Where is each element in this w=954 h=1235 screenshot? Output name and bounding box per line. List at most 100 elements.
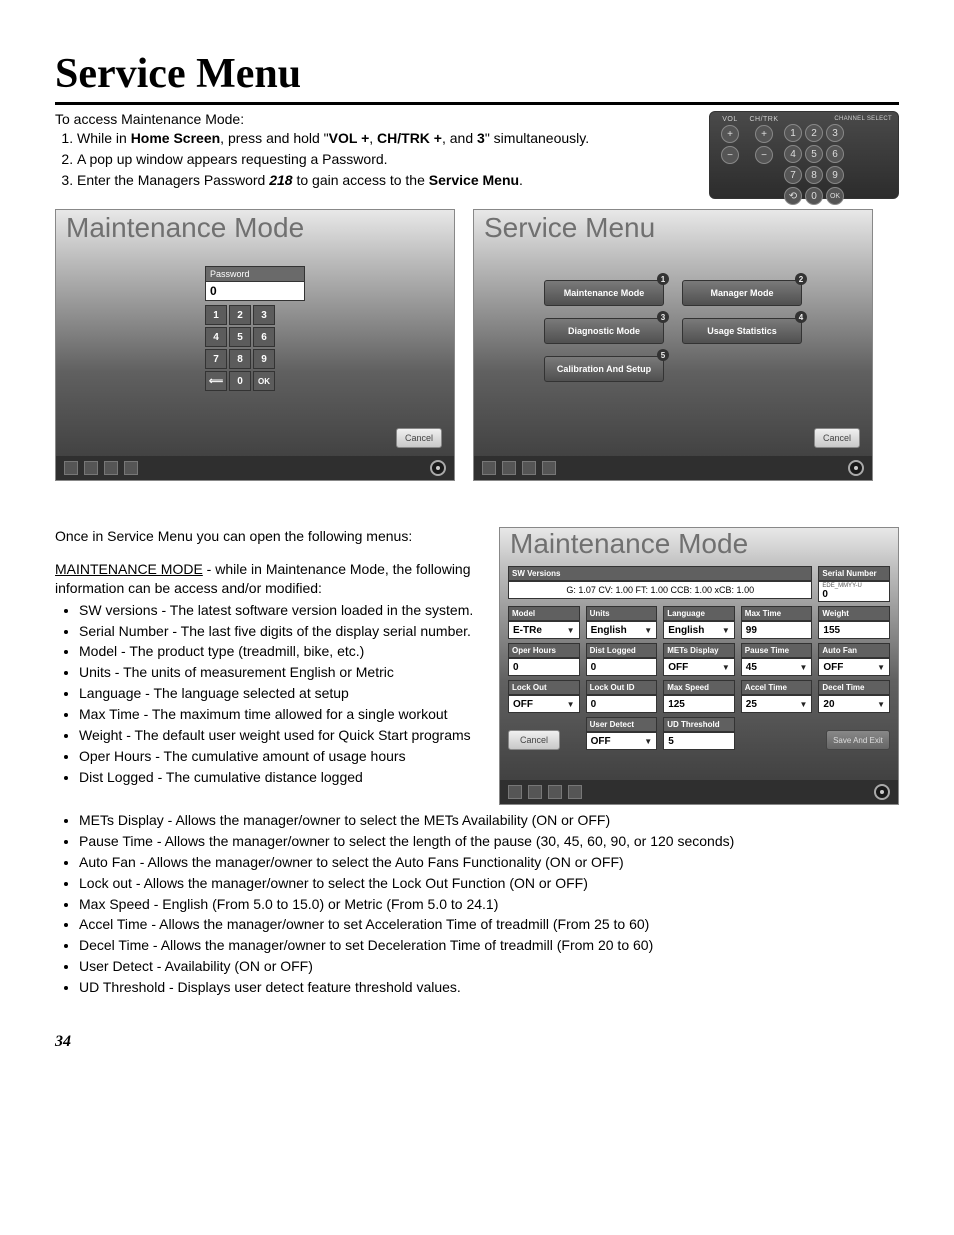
bullet: Lock out - Allows the manager/owner to s… (79, 874, 899, 893)
numkey-2[interactable]: 2 (229, 305, 251, 325)
acceltime-select[interactable]: 25 (741, 695, 813, 713)
vol-minus-button[interactable]: − (721, 146, 739, 164)
step-3: Enter the Managers Password 218 to gain … (77, 171, 695, 190)
maintenance-mode-button[interactable]: Maintenance Mode1 (544, 280, 664, 306)
numkey-ok[interactable]: OK (253, 371, 275, 391)
key-8[interactable]: 8 (805, 166, 823, 184)
deceltime-select[interactable]: 20 (818, 695, 890, 713)
model-select[interactable]: E-TRe (508, 621, 580, 639)
calibration-setup-button[interactable]: Calibration And Setup5 (544, 356, 664, 382)
screen-footer (56, 456, 454, 480)
channel-keypad: 1 2 3 4 5 6 7 8 9 ⟲ 0 OK (784, 124, 892, 205)
units-select[interactable]: English (586, 621, 658, 639)
model-label: Model (508, 606, 580, 621)
footer-icon (548, 785, 562, 799)
password-input[interactable]: 0 (205, 281, 305, 301)
manager-mode-button[interactable]: Manager Mode2 (682, 280, 802, 306)
numkey-3[interactable]: 3 (253, 305, 275, 325)
key-3[interactable]: 3 (826, 124, 844, 142)
chtrk-minus-button[interactable]: − (755, 146, 773, 164)
maxtime-label: Max Time (741, 606, 813, 621)
bullet: Max Speed - English (From 5.0 to 15.0) o… (79, 895, 899, 914)
userdetect-label: User Detect (586, 717, 658, 732)
numkey-4[interactable]: 4 (205, 327, 227, 347)
bullet: Weight - The default user weight used fo… (79, 726, 481, 745)
footer-icon (542, 461, 556, 475)
numkey-1[interactable]: 1 (205, 305, 227, 325)
footer-icon (482, 461, 496, 475)
maxspeed-value[interactable]: 125 (663, 695, 735, 713)
serial-number-value: 0 (822, 589, 886, 600)
maintenance-mode-settings-screen: Maintenance Mode SW Versions G: 1.07 CV:… (499, 527, 899, 805)
footer-icon (568, 785, 582, 799)
userdetect-select[interactable]: OFF (586, 732, 658, 750)
serial-number-label: Serial Number (818, 566, 890, 581)
maxtime-value[interactable]: 99 (741, 621, 813, 639)
screen-footer (474, 456, 872, 480)
diagnostic-mode-button[interactable]: Diagnostic Mode3 (544, 318, 664, 344)
key-9[interactable]: 9 (826, 166, 844, 184)
screen2-title: Service Menu (484, 212, 655, 244)
numkey-7[interactable]: 7 (205, 349, 227, 369)
footer-icon (64, 461, 78, 475)
cancel-button[interactable]: Cancel (814, 428, 860, 448)
page-number: 34 (55, 1033, 899, 1051)
key-2[interactable]: 2 (805, 124, 823, 142)
power-icon[interactable] (430, 460, 446, 476)
maintenance-bullets-left: SW versions - The latest software versio… (79, 601, 481, 787)
cancel-button[interactable]: Cancel (396, 428, 442, 448)
weight-label: Weight (818, 606, 890, 621)
vol-plus-button[interactable]: + (721, 125, 739, 143)
numkey-0[interactable]: 0 (229, 371, 251, 391)
password-label: Password (205, 266, 305, 281)
lockout-select[interactable]: OFF (508, 695, 580, 713)
key-6[interactable]: 6 (826, 145, 844, 163)
vol-label: VOL (722, 116, 738, 123)
bullet: User Detect - Availability (ON or OFF) (79, 957, 899, 976)
bullet: Oper Hours - The cumulative amount of us… (79, 747, 481, 766)
key-ok[interactable]: OK (826, 187, 844, 205)
autofan-label: Auto Fan (818, 643, 890, 658)
numkey-5[interactable]: 5 (229, 327, 251, 347)
maxspeed-label: Max Speed (663, 680, 735, 695)
bullet: SW versions - The latest software versio… (79, 601, 481, 620)
step-1: While in Home Screen, press and hold "VO… (77, 129, 695, 148)
distlogged-label: Dist Logged (586, 643, 658, 658)
power-icon[interactable] (874, 784, 890, 800)
language-select[interactable]: English (663, 621, 735, 639)
numkey-9[interactable]: 9 (253, 349, 275, 369)
autofan-select[interactable]: OFF (818, 658, 890, 676)
key-7[interactable]: 7 (784, 166, 802, 184)
chtrk-plus-button[interactable]: + (755, 125, 773, 143)
save-exit-button[interactable]: Save And Exit (826, 730, 890, 750)
power-icon[interactable] (848, 460, 864, 476)
password-numpad: 1 2 3 4 5 6 7 8 9 ⟸ 0 OK (205, 305, 305, 391)
deceltime-label: Decel Time (818, 680, 890, 695)
udthreshold-value[interactable]: 5 (663, 732, 735, 750)
udthreshold-label: UD Threshold (663, 717, 735, 732)
lockoutid-value[interactable]: 0 (586, 695, 658, 713)
sw-versions-value: G: 1.07 CV: 1.00 FT: 1.00 CCB: 1.00 xCB:… (508, 581, 812, 599)
pausetime-select[interactable]: 45 (741, 658, 813, 676)
key-0[interactable]: 0 (805, 187, 823, 205)
numkey-back[interactable]: ⟸ (205, 371, 227, 391)
usage-statistics-button[interactable]: Usage Statistics4 (682, 318, 802, 344)
bullet: Units - The units of measurement English… (79, 663, 481, 682)
body-p2: MAINTENANCE MODE - while in Maintenance … (55, 560, 481, 598)
channel-select-label: CHANNEL SELECT (784, 116, 892, 122)
numkey-8[interactable]: 8 (229, 349, 251, 369)
mets-select[interactable]: OFF (663, 658, 735, 676)
service-menu-screen: Service Menu Maintenance Mode1 Manager M… (473, 209, 873, 481)
key-4[interactable]: 4 (784, 145, 802, 163)
intro-steps: While in Home Screen, press and hold "VO… (77, 129, 695, 190)
body-p1: Once in Service Menu you can open the fo… (55, 527, 481, 546)
numkey-6[interactable]: 6 (253, 327, 275, 347)
cancel-button[interactable]: Cancel (508, 730, 560, 750)
bullet: Dist Logged - The cumulative distance lo… (79, 768, 481, 787)
key-back[interactable]: ⟲ (784, 187, 802, 205)
acceltime-label: Accel Time (741, 680, 813, 695)
weight-value[interactable]: 155 (818, 621, 890, 639)
operhours-value: 0 (508, 658, 580, 676)
key-5[interactable]: 5 (805, 145, 823, 163)
key-1[interactable]: 1 (784, 124, 802, 142)
